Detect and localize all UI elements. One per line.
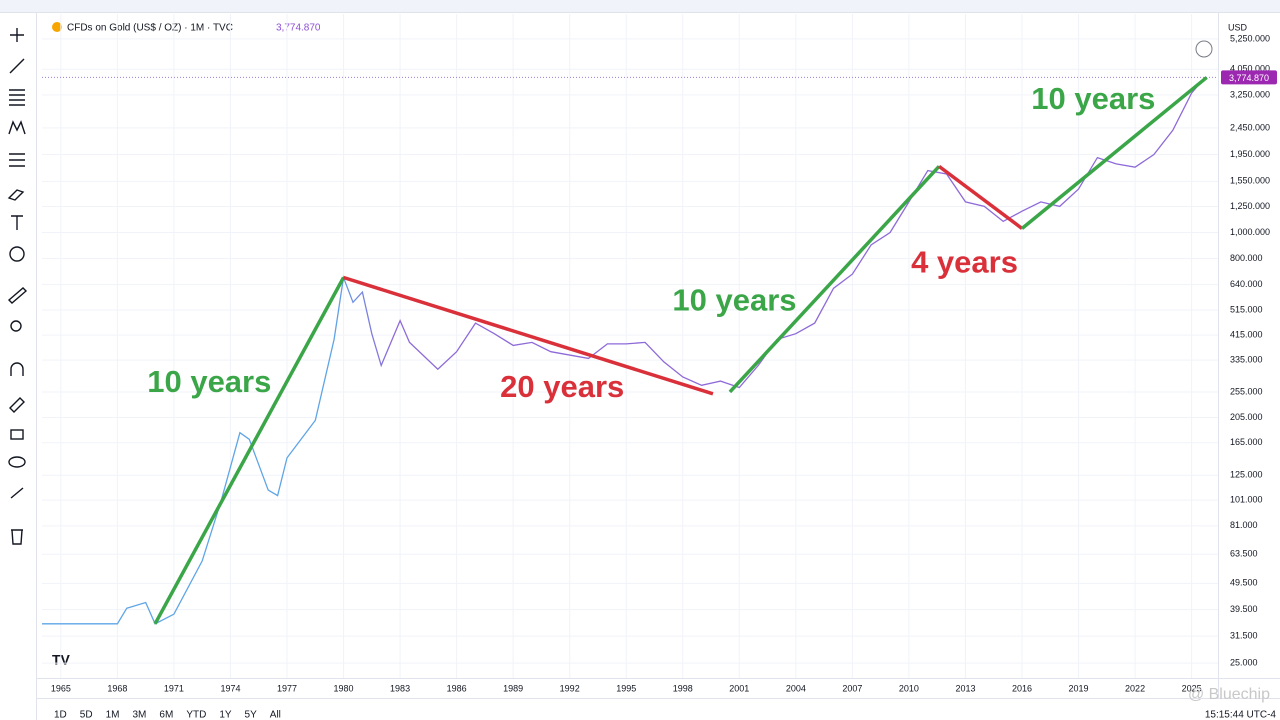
bottom-bar: 1D 5D 1M 3M 6M YTD 1Y 5Y All: [54, 710, 281, 720]
trend-line: [938, 164, 1024, 230]
watermark: @ Bluechip: [1188, 686, 1270, 703]
ruler-tool[interactable]: [7, 287, 28, 304]
y-tick-label: 81.000: [1230, 520, 1258, 530]
y-tick-label: 125.000: [1230, 470, 1263, 480]
y-tick-label: 800.000: [1230, 253, 1263, 263]
y-tick-label: 415.000: [1230, 330, 1263, 340]
timeframe-button[interactable]: 6M: [159, 710, 173, 720]
x-tick-label: 2013: [955, 683, 975, 693]
y-tick-label: 1,250.000: [1230, 201, 1270, 211]
timeframe-button[interactable]: YTD: [186, 710, 206, 720]
y-tick-label: 1,950.000: [1230, 149, 1270, 159]
settings-button[interactable]: [1195, 40, 1213, 58]
drawing-toolbar: [7, 28, 28, 545]
y-tick-label: 335.000: [1230, 355, 1263, 365]
x-tick-label: 1965: [51, 683, 71, 693]
last-price-label: 3,774.870: [1229, 73, 1269, 83]
hide-tool[interactable]: [8, 456, 26, 468]
trend-line: [1020, 76, 1208, 230]
x-tick-label: 1992: [560, 683, 580, 693]
trend-label: 20 years: [500, 369, 624, 404]
trend-label: 10 years: [1031, 81, 1155, 116]
forecast-tool[interactable]: [9, 153, 25, 167]
currency: USD: [1228, 22, 1248, 32]
timeframe-button[interactable]: 1Y: [219, 710, 232, 720]
x-tick-label: 2022: [1125, 683, 1145, 693]
fib-tool[interactable]: [9, 89, 25, 106]
x-tick-label: 1986: [447, 683, 467, 693]
y-tick-label: 63.500: [1230, 549, 1258, 559]
y-tick-label: 49.500: [1230, 578, 1258, 588]
x-tick-label: 1989: [503, 683, 523, 693]
delete-tool[interactable]: [11, 529, 23, 545]
y-tick-label: 39.500: [1230, 604, 1258, 614]
x-tick-label: 2025: [1182, 683, 1202, 693]
last-price-tag: [1221, 70, 1277, 85]
timeframe-button[interactable]: 3M: [133, 710, 147, 720]
trend-line: [343, 275, 714, 396]
trend-label: 4 years: [911, 245, 1018, 280]
timeframe-button[interactable]: 5D: [80, 710, 93, 720]
x-tick-label: 1983: [390, 683, 410, 693]
x-tick-label: 1977: [277, 683, 297, 693]
header-price: 3,774.870: [276, 23, 321, 34]
y-tick-label: 31.500: [1230, 630, 1258, 640]
y-tick-label: 515.000: [1230, 304, 1263, 314]
y-tick-label: 165.000: [1230, 437, 1263, 447]
y-tick-label: 25.000: [1230, 657, 1258, 667]
timeframe-button[interactable]: All: [270, 710, 281, 720]
zoom-tool[interactable]: [10, 320, 22, 332]
x-tick-label: 1980: [334, 683, 354, 693]
symbol-icon: [52, 22, 62, 32]
top-toolbar: [0, 0, 1280, 12]
trend-label: 10 years: [147, 364, 271, 399]
x-tick-label: 2007: [842, 683, 862, 693]
x-tick-label: 2004: [786, 683, 806, 693]
y-tick-label: 255.000: [1230, 386, 1263, 396]
x-tick-label: 1968: [107, 683, 127, 693]
x-tick-label: 2016: [1012, 683, 1032, 693]
y-tick-label: 1,550.000: [1230, 176, 1270, 186]
x-tick-label: 1971: [164, 683, 184, 693]
magnet-tool[interactable]: [10, 362, 24, 376]
price-line: [42, 76, 1206, 625]
text-tool[interactable]: [11, 215, 23, 230]
trend-line-tool[interactable]: [9, 58, 25, 74]
x-tick-label: 1974: [220, 683, 240, 693]
trend-label: 10 years: [672, 282, 796, 317]
lock-tool[interactable]: [10, 429, 24, 440]
x-tick-label: 2019: [1069, 683, 1089, 693]
crosshair-tool[interactable]: [10, 28, 24, 42]
link-tool[interactable]: [10, 487, 24, 499]
y-tick-label: 205.000: [1230, 412, 1263, 422]
x-tick-label: 2001: [729, 683, 749, 693]
symbol-title: CFDs on Gold (US$ / OZ) · 1M · TVC: [67, 23, 233, 34]
trend-line: [153, 276, 346, 625]
timeframe-button[interactable]: 1D: [54, 710, 67, 720]
y-tick-label: 101.000: [1230, 494, 1263, 504]
brush-tool[interactable]: [7, 189, 25, 201]
pattern-tool[interactable]: [8, 120, 26, 135]
lock-draw-tool[interactable]: [9, 397, 25, 413]
timeframe-button[interactable]: 5Y: [245, 710, 258, 720]
y-tick-label: 640.000: [1230, 279, 1263, 289]
clock: 15:15:44 UTC-4: [1205, 710, 1277, 720]
timeframe-button[interactable]: 1M: [106, 710, 120, 720]
y-tick-label: 2,450.000: [1230, 122, 1270, 132]
trend-line: [728, 165, 941, 394]
y-tick-label: 5,250.000: [1230, 33, 1270, 43]
y-tick-label: 3,250.000: [1230, 89, 1270, 99]
emoji-tool[interactable]: [9, 246, 25, 262]
x-tick-label: 1995: [616, 683, 636, 693]
y-tick-label: 4,050.000: [1230, 64, 1270, 74]
x-tick-label: 2010: [899, 683, 919, 693]
x-tick-label: 1998: [673, 683, 693, 693]
y-tick-label: 1,000.000: [1230, 227, 1270, 237]
